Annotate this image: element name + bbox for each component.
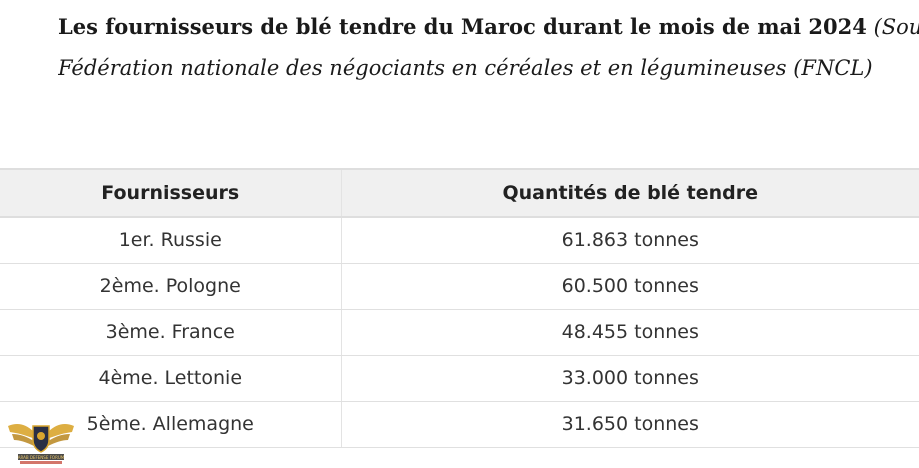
supplier-cell: 2ème. Pologne — [0, 263, 342, 310]
watermark-logo: ARAB DEFENSE FORUM — [4, 412, 78, 466]
quantity-cell: 61.863 tonnes — [341, 217, 919, 264]
supplier-cell: 1er. Russie — [0, 217, 342, 264]
watermark-text: ARAB DEFENSE FORUM — [18, 455, 65, 460]
caption-title: Les fournisseurs de blé tendre du Maroc … — [58, 14, 867, 39]
eagle-shield-logo-icon: ARAB DEFENSE FORUM — [8, 424, 74, 464]
header-quantites: Quantités de blé tendre — [341, 168, 919, 218]
quantity-cell: 48.455 tonnes — [341, 309, 919, 356]
table-caption: Les fournisseurs de blé tendre du Maroc … — [58, 6, 919, 89]
table-row: 5ème. Allemagne 31.650 tonnes — [0, 401, 919, 448]
quantity-cell: 33.000 tonnes — [341, 355, 919, 402]
header-fournisseurs: Fournisseurs — [0, 168, 342, 218]
table-row: 2ème. Pologne 60.500 tonnes — [0, 263, 919, 310]
suppliers-table: Fournisseurs Quantités de blé tendre 1er… — [0, 168, 919, 448]
caption-source: Fédération nationale des négociants en c… — [58, 56, 873, 80]
caption-source-prefix: (Source: — [873, 15, 919, 39]
table-row: 4ème. Lettonie 33.000 tonnes — [0, 355, 919, 402]
quantity-cell: 60.500 tonnes — [341, 263, 919, 310]
table-header-row: Fournisseurs Quantités de blé tendre — [0, 168, 919, 218]
table-row: 3ème. France 48.455 tonnes — [0, 309, 919, 356]
table-row: 1er. Russie 61.863 tonnes — [0, 217, 919, 264]
supplier-cell: 4ème. Lettonie — [0, 355, 342, 402]
supplier-cell: 5ème. Allemagne — [0, 401, 342, 448]
supplier-cell: 3ème. France — [0, 309, 342, 356]
quantity-cell: 31.650 tonnes — [341, 401, 919, 448]
caption-line-1: Les fournisseurs de blé tendre du Maroc … — [58, 6, 919, 48]
